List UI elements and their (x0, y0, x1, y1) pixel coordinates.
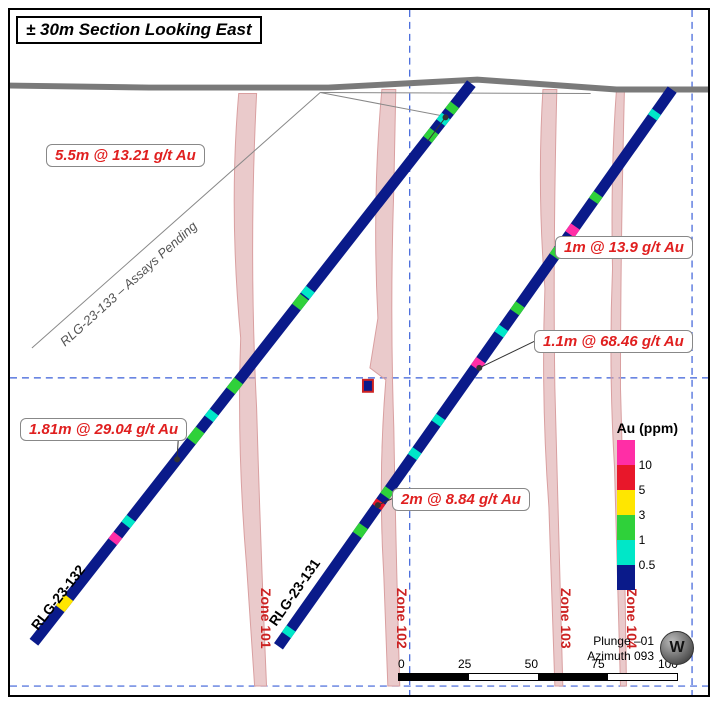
assay-callout: 2m @ 8.84 g/t Au (392, 488, 530, 511)
legend-swatch (617, 490, 635, 515)
legend-tick: 10 (639, 458, 652, 472)
assay-callout: 1m @ 13.9 g/t Au (555, 236, 693, 259)
legend: Au (ppm) 10 5 3 1 0.5 (617, 420, 678, 590)
legend-tick: 1 (639, 533, 646, 547)
scale-label: 0 (398, 657, 405, 671)
section-title: ± 30m Section Looking East (16, 16, 262, 44)
scale-label: 75 (591, 657, 604, 671)
legend-tick: 5 (639, 483, 646, 497)
scale-segment (608, 674, 678, 680)
scale-bar: 0255075100 (398, 657, 678, 681)
legend-swatch (617, 515, 635, 540)
scale-label: 50 (525, 657, 538, 671)
scale-label: 25 (458, 657, 471, 671)
assay-callout: 5.5m @ 13.21 g/t Au (46, 144, 205, 167)
legend-swatch (617, 540, 635, 565)
plunge-line: Plunge –01 (587, 634, 654, 648)
scale-segment (538, 674, 608, 680)
legend-swatch (617, 565, 635, 590)
legend-tick: 0.5 (639, 558, 656, 572)
legend-title: Au (ppm) (617, 420, 678, 436)
legend-tick: 3 (639, 508, 646, 522)
assay-callout: 1.81m @ 29.04 g/t Au (20, 418, 187, 441)
legend-swatch (617, 465, 635, 490)
zone-label: Zone 102 (394, 588, 410, 649)
scale-segment (469, 674, 539, 680)
scale-segment (399, 674, 469, 680)
zone-label: Zone 103 (558, 588, 574, 649)
section-frame: ± 30m Section Looking East RLG-23-133 – … (8, 8, 710, 697)
compass-icon: W (660, 631, 694, 665)
legend-swatch (617, 440, 635, 465)
assay-callout: 1.1m @ 68.46 g/t Au (534, 330, 693, 353)
